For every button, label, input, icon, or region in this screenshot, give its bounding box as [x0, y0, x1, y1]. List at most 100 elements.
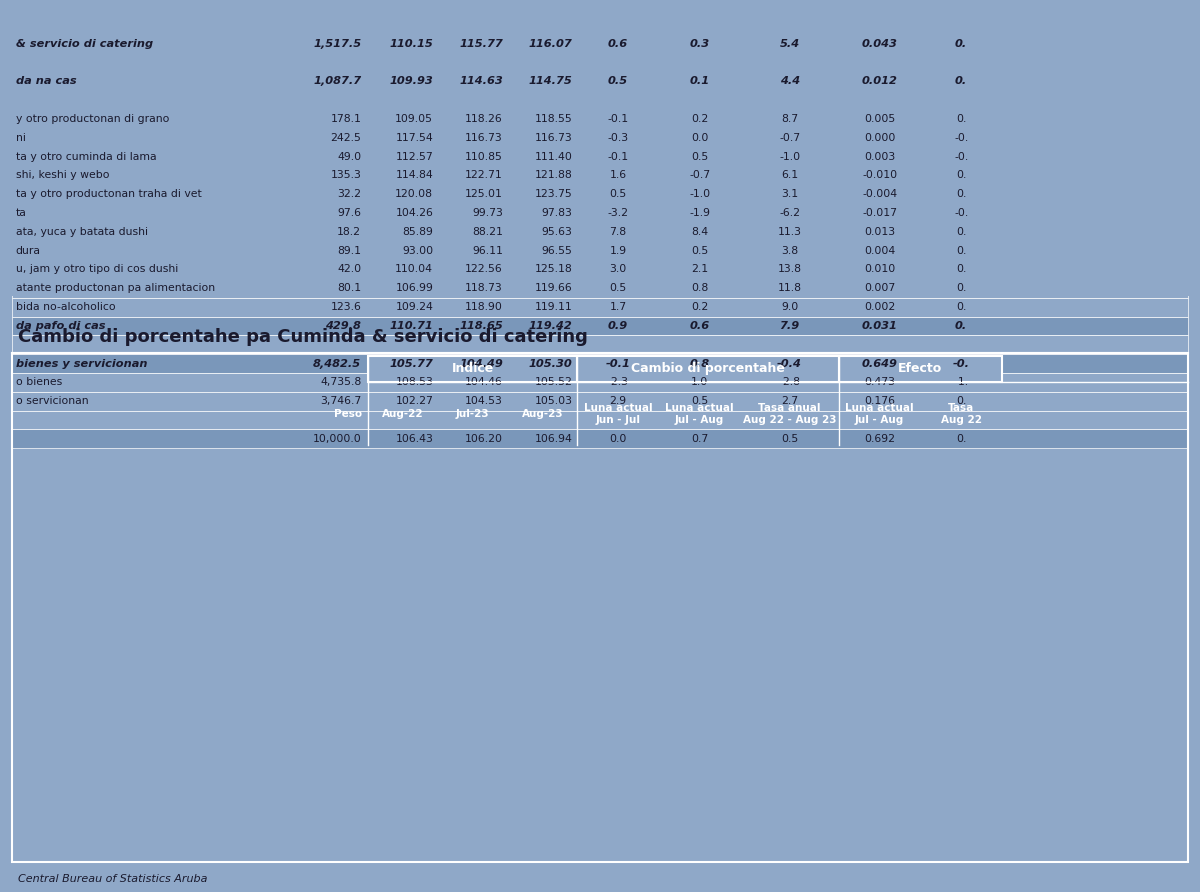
Text: 0.3: 0.3 [690, 38, 709, 49]
Text: -2.8: -2.8 [779, 377, 800, 387]
Text: 106.94: 106.94 [534, 434, 572, 444]
Text: 429.8: 429.8 [325, 321, 361, 331]
Text: 97.6: 97.6 [337, 208, 361, 218]
Text: 88.21: 88.21 [472, 227, 503, 237]
Text: 1,087.7: 1,087.7 [313, 77, 361, 87]
Text: 119.42: 119.42 [529, 321, 572, 331]
Text: -0.7: -0.7 [779, 133, 800, 143]
Text: 1,517.5: 1,517.5 [313, 38, 361, 49]
FancyBboxPatch shape [12, 392, 1188, 410]
Text: 105.77: 105.77 [390, 359, 433, 368]
Text: 2.1: 2.1 [691, 265, 708, 275]
Text: 93.00: 93.00 [402, 245, 433, 256]
Text: Luna actual
Jul - Aug: Luna actual Jul - Aug [665, 403, 734, 425]
Text: 118.90: 118.90 [464, 302, 503, 312]
Text: 0.1: 0.1 [690, 77, 709, 87]
Text: 0.031: 0.031 [862, 321, 898, 331]
Text: 110.04: 110.04 [395, 265, 433, 275]
Text: 123.75: 123.75 [535, 189, 572, 199]
Text: 0.: 0. [956, 434, 966, 444]
Text: 95.63: 95.63 [541, 227, 572, 237]
Text: 89.1: 89.1 [337, 245, 361, 256]
Text: Cambio di porcentahe pa Cuminda & servicio di catering: Cambio di porcentahe pa Cuminda & servic… [18, 327, 588, 345]
Text: 85.89: 85.89 [402, 227, 433, 237]
Text: 114.63: 114.63 [460, 77, 503, 87]
Text: 105.52: 105.52 [534, 377, 572, 387]
Text: 104.46: 104.46 [464, 377, 503, 387]
Text: 114.75: 114.75 [529, 77, 572, 87]
Text: 0.012: 0.012 [862, 77, 898, 87]
FancyBboxPatch shape [12, 317, 1188, 335]
Text: 0.043: 0.043 [862, 38, 898, 49]
Text: 7.9: 7.9 [780, 321, 799, 331]
Text: 0.0: 0.0 [610, 434, 626, 444]
FancyBboxPatch shape [12, 110, 1188, 128]
Text: 125.01: 125.01 [464, 189, 503, 199]
Text: bida no-alcoholico: bida no-alcoholico [16, 302, 115, 312]
Text: Aug-22: Aug-22 [383, 409, 424, 419]
Text: 96.55: 96.55 [541, 245, 572, 256]
Text: atante productonan pa alimentacion: atante productonan pa alimentacion [16, 284, 215, 293]
FancyBboxPatch shape [12, 222, 1188, 241]
Text: -1.: -1. [954, 377, 968, 387]
Text: 125.18: 125.18 [535, 265, 572, 275]
Text: 0.: 0. [956, 170, 966, 180]
Text: 0.007: 0.007 [864, 284, 895, 293]
Text: 0.5: 0.5 [610, 189, 626, 199]
Text: 106.20: 106.20 [464, 434, 503, 444]
Text: Cambio di porcentahe: Cambio di porcentahe [631, 362, 785, 376]
Text: 109.05: 109.05 [395, 114, 433, 124]
Text: 0.: 0. [956, 284, 966, 293]
Text: 110.71: 110.71 [390, 321, 433, 331]
Text: u, jam y otro tipo di cos dushi: u, jam y otro tipo di cos dushi [16, 265, 178, 275]
Text: 0.5: 0.5 [691, 245, 708, 256]
Text: -0.1: -0.1 [607, 152, 629, 161]
Text: -0.1: -0.1 [606, 359, 630, 368]
Text: dura: dura [16, 245, 41, 256]
Text: 10,000.0: 10,000.0 [312, 434, 361, 444]
Text: 3.0: 3.0 [610, 265, 626, 275]
Text: -0.7: -0.7 [689, 170, 710, 180]
Text: 6.1: 6.1 [781, 170, 798, 180]
Text: -0.: -0. [954, 133, 968, 143]
Text: -3.2: -3.2 [607, 208, 629, 218]
Text: 18.2: 18.2 [337, 227, 361, 237]
Text: 106.43: 106.43 [395, 434, 433, 444]
Text: 120.08: 120.08 [395, 189, 433, 199]
Text: -0.010: -0.010 [862, 170, 898, 180]
Text: 178.1: 178.1 [330, 114, 361, 124]
Text: -0.4: -0.4 [778, 359, 802, 368]
Text: 104.26: 104.26 [395, 208, 433, 218]
Text: 8.4: 8.4 [691, 227, 708, 237]
FancyBboxPatch shape [12, 91, 1188, 110]
Text: 7.8: 7.8 [610, 227, 626, 237]
Text: 0.8: 0.8 [691, 284, 708, 293]
Text: 104.53: 104.53 [464, 396, 503, 406]
Text: 1.0: 1.0 [691, 377, 708, 387]
FancyBboxPatch shape [12, 373, 1188, 392]
FancyBboxPatch shape [12, 354, 1188, 373]
FancyBboxPatch shape [12, 72, 1188, 91]
Text: -0.: -0. [954, 152, 968, 161]
Text: 0.010: 0.010 [864, 265, 895, 275]
FancyBboxPatch shape [12, 166, 1188, 185]
Text: -1.9: -1.9 [689, 208, 710, 218]
Text: 0.004: 0.004 [864, 245, 895, 256]
Text: 13.8: 13.8 [778, 265, 802, 275]
Text: 105.03: 105.03 [534, 396, 572, 406]
Text: o bienes: o bienes [16, 377, 62, 387]
FancyBboxPatch shape [12, 185, 1188, 203]
Text: Aug-23: Aug-23 [522, 409, 563, 419]
Text: 0.5: 0.5 [781, 434, 798, 444]
Text: 0.: 0. [956, 245, 966, 256]
Text: 110.85: 110.85 [464, 152, 503, 161]
Text: Central Bureau of Statistics Aruba: Central Bureau of Statistics Aruba [18, 873, 208, 884]
Text: 96.11: 96.11 [472, 245, 503, 256]
Text: 116.07: 116.07 [529, 38, 572, 49]
Text: 242.5: 242.5 [330, 133, 361, 143]
FancyBboxPatch shape [12, 298, 1188, 317]
Text: da pafo di cas: da pafo di cas [16, 321, 106, 331]
Text: 118.73: 118.73 [466, 284, 503, 293]
Text: 97.83: 97.83 [541, 208, 572, 218]
Text: 110.15: 110.15 [390, 38, 433, 49]
